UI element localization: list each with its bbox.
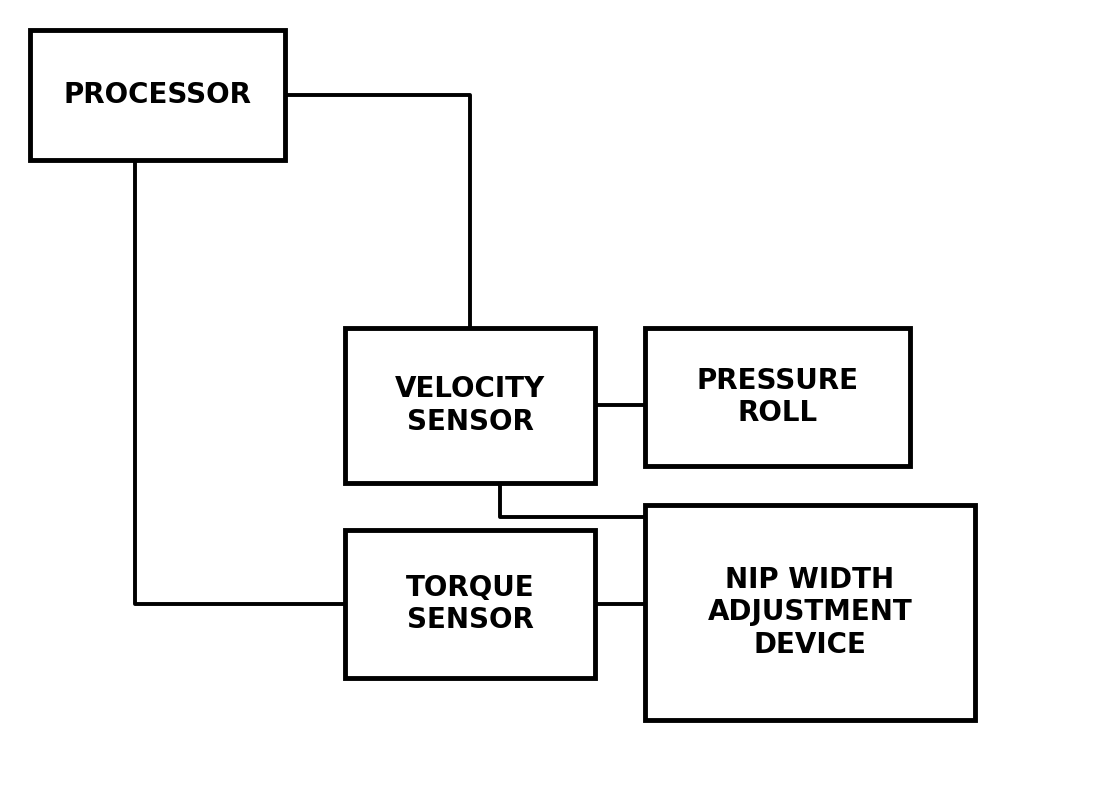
Text: VELOCITY
SENSOR: VELOCITY SENSOR: [394, 376, 546, 436]
Bar: [346, 328, 595, 483]
Text: PRESSURE
ROLL: PRESSURE ROLL: [697, 367, 859, 427]
Text: NIP WIDTH
ADJUSTMENT
DEVICE: NIP WIDTH ADJUSTMENT DEVICE: [708, 566, 912, 659]
Bar: [30, 30, 286, 160]
Bar: [346, 530, 595, 678]
Bar: [645, 328, 910, 466]
Text: PROCESSOR: PROCESSOR: [63, 81, 251, 109]
Text: TORQUE
SENSOR: TORQUE SENSOR: [406, 574, 534, 634]
Bar: [645, 505, 975, 720]
